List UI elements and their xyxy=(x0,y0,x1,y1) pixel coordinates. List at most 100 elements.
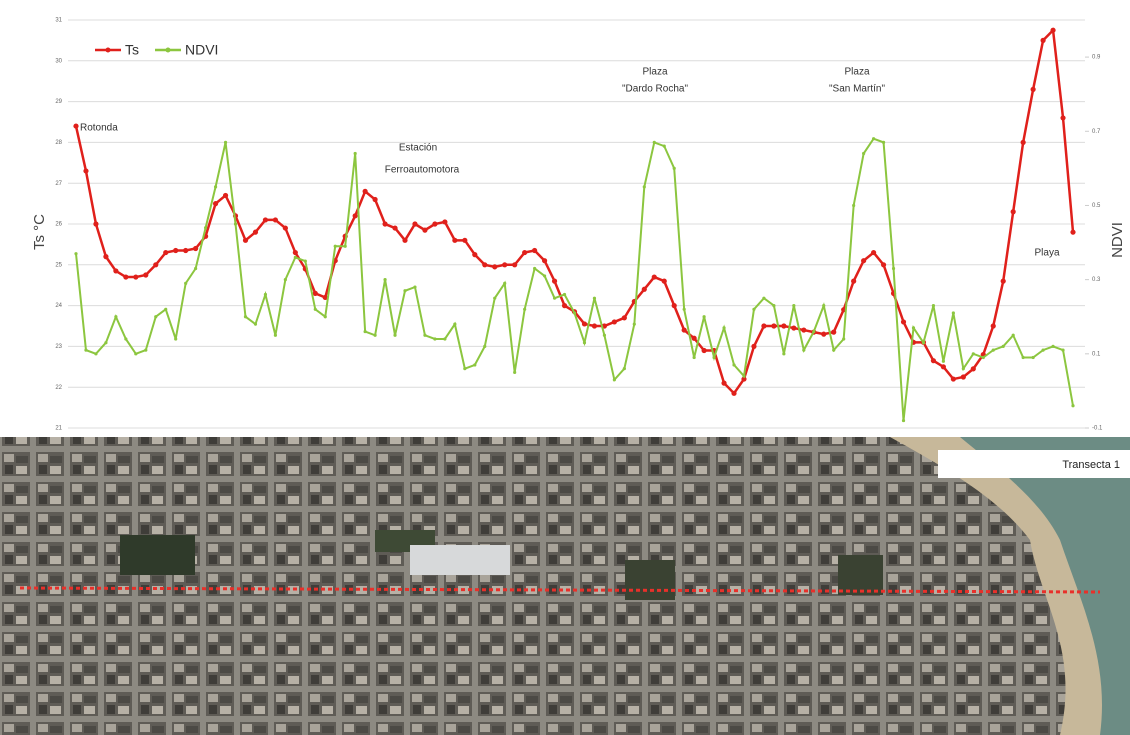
point xyxy=(432,221,437,226)
point xyxy=(603,334,606,337)
point xyxy=(882,141,885,144)
point xyxy=(244,315,247,318)
park xyxy=(120,535,195,575)
point xyxy=(264,293,267,296)
station xyxy=(410,545,510,575)
point xyxy=(931,358,936,363)
point xyxy=(403,289,406,292)
point xyxy=(1001,279,1006,284)
point xyxy=(103,254,108,259)
point xyxy=(373,197,378,202)
point xyxy=(533,267,536,270)
point xyxy=(791,325,796,330)
point xyxy=(792,304,795,307)
point xyxy=(153,262,158,267)
point xyxy=(442,219,447,224)
point xyxy=(1071,404,1074,407)
point xyxy=(1021,140,1026,145)
annotation: Ferroautomotora xyxy=(385,165,460,176)
y2-tick-label: 0.9 xyxy=(1092,55,1101,61)
point xyxy=(234,222,237,225)
point xyxy=(402,238,407,243)
point xyxy=(224,141,227,144)
point xyxy=(642,287,647,292)
point xyxy=(364,330,367,333)
point xyxy=(831,330,836,335)
point xyxy=(313,291,318,296)
point xyxy=(732,363,735,366)
point xyxy=(154,315,157,318)
annotation: "Dardo Rocha" xyxy=(622,84,688,95)
plaza xyxy=(625,560,675,600)
point xyxy=(982,356,985,359)
y-tick-label: 28 xyxy=(55,140,62,146)
point xyxy=(94,352,97,355)
point xyxy=(722,326,725,329)
annotation: Playa xyxy=(1034,248,1059,259)
point xyxy=(452,238,457,243)
point xyxy=(653,141,656,144)
point xyxy=(383,278,386,281)
point xyxy=(423,334,426,337)
point xyxy=(104,341,107,344)
point xyxy=(1060,115,1065,120)
point xyxy=(562,303,567,308)
point xyxy=(473,363,476,366)
y-tick-label: 27 xyxy=(55,181,62,187)
point xyxy=(1041,349,1044,352)
point xyxy=(243,238,248,243)
point xyxy=(1051,345,1054,348)
point xyxy=(851,279,856,284)
point xyxy=(812,330,815,333)
point xyxy=(901,319,906,324)
point xyxy=(124,337,127,340)
point xyxy=(263,217,268,222)
point xyxy=(392,225,397,230)
point xyxy=(613,378,616,381)
point xyxy=(382,221,387,226)
point xyxy=(782,352,785,355)
point xyxy=(453,323,456,326)
point xyxy=(183,248,188,253)
y-tick-label: 23 xyxy=(55,344,62,350)
point xyxy=(223,193,228,198)
point xyxy=(314,308,317,311)
legend-label: Ts xyxy=(125,42,139,58)
point xyxy=(502,262,507,267)
point xyxy=(951,376,956,381)
point xyxy=(822,304,825,307)
y-tick-label: 21 xyxy=(55,426,62,432)
point xyxy=(194,267,197,270)
point xyxy=(173,248,178,253)
point xyxy=(672,303,677,308)
y-axis-label: Ts °C xyxy=(31,214,48,250)
point xyxy=(462,238,467,243)
legend-marker xyxy=(166,48,171,53)
plaza xyxy=(838,555,883,595)
point xyxy=(522,250,527,255)
point xyxy=(1012,334,1015,337)
point xyxy=(751,344,756,349)
point xyxy=(1040,38,1045,43)
point xyxy=(542,258,547,263)
point xyxy=(692,336,697,341)
point xyxy=(771,323,776,328)
point xyxy=(114,315,117,318)
point xyxy=(543,274,546,277)
point xyxy=(83,168,88,173)
y2-tick-label: 0.3 xyxy=(1092,277,1101,283)
point xyxy=(731,391,736,396)
y2-tick-label: 0.1 xyxy=(1092,351,1101,357)
point xyxy=(941,364,946,369)
point xyxy=(801,327,806,332)
point xyxy=(443,337,446,340)
point xyxy=(663,145,666,148)
point xyxy=(274,334,277,337)
point xyxy=(1002,345,1005,348)
point xyxy=(592,323,597,328)
point xyxy=(512,262,517,267)
point xyxy=(552,279,557,284)
chart: Transecta 1 Ts °C NDVI 21222324252627282… xyxy=(0,0,1130,735)
point xyxy=(204,226,207,229)
point xyxy=(762,297,765,300)
